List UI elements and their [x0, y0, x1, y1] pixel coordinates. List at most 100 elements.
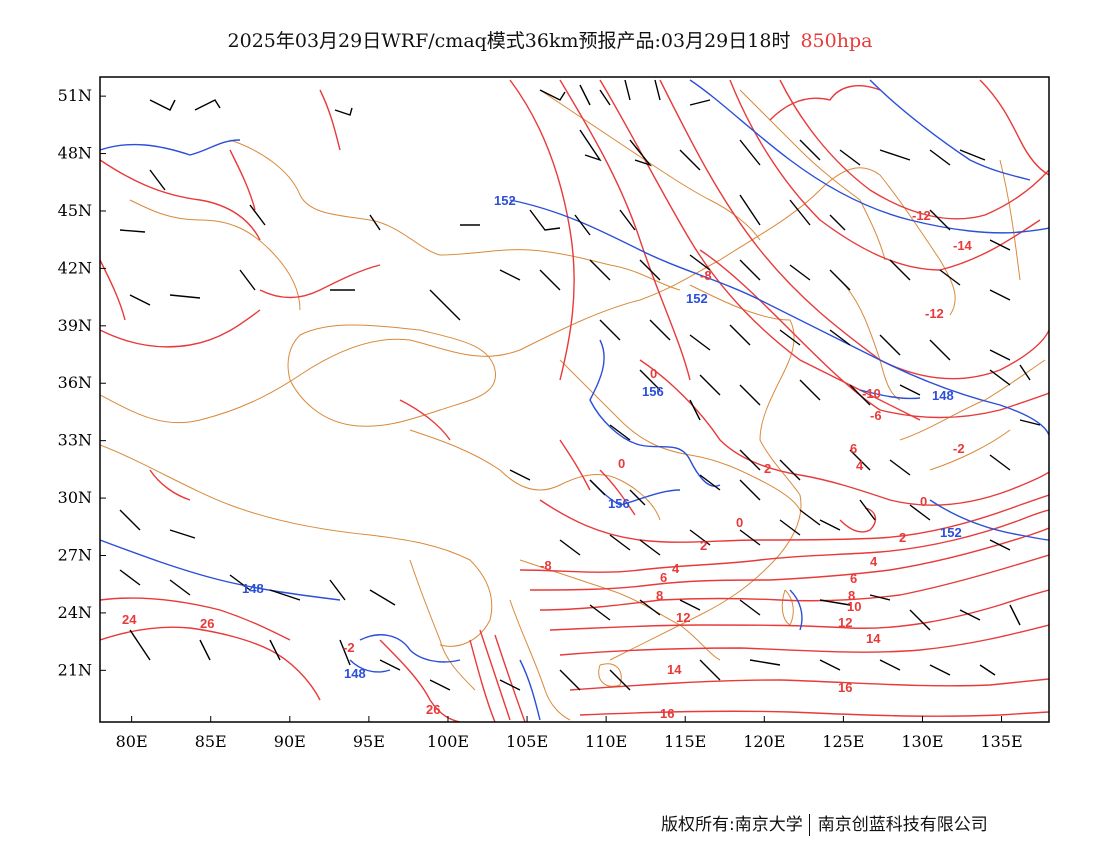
- temp-label: 0: [920, 494, 927, 509]
- china-border: [100, 167, 956, 424]
- central-provinces: [559, 359, 801, 511]
- copyright-text: 版权所有:南京大学: [661, 815, 803, 835]
- wind-barb: [119, 169, 480, 321]
- isotherm: [399, 399, 636, 516]
- x-tick-label: 95E: [353, 732, 385, 751]
- wind-barb: [579, 129, 986, 171]
- y-tick-label: 45N: [58, 201, 92, 220]
- isotherm: [509, 79, 575, 381]
- chart-title: 2025年03月29日WRF/cmaq模式36km预报产品:03月29日18时 8…: [0, 26, 1100, 53]
- height-label: 148: [344, 666, 366, 681]
- x-tick-label: 135E: [980, 732, 1022, 751]
- x-tick-label: 85E: [195, 732, 227, 751]
- temp-label: 4: [870, 554, 878, 569]
- temp-label: 24: [122, 612, 137, 627]
- height-contour: [349, 634, 461, 673]
- temp-label: -2: [953, 441, 965, 456]
- isotherm: [100, 159, 261, 241]
- isotherm: [259, 264, 381, 299]
- temp-label: 26: [200, 616, 214, 631]
- y-tick-label: 39N: [58, 316, 92, 335]
- y-tick-label: 30N: [58, 488, 92, 507]
- temp-label: 10: [847, 599, 861, 614]
- temp-label: -8: [700, 268, 712, 283]
- temp-label: 8: [656, 588, 663, 603]
- x-tick-label: 115E: [664, 732, 706, 751]
- japan: [899, 159, 1046, 471]
- temp-label: 16: [838, 680, 852, 695]
- west-china: [129, 199, 301, 311]
- china-border-north: [229, 139, 681, 291]
- height-contour: [100, 539, 341, 601]
- isotherm: [549, 589, 1049, 631]
- isotherm: [539, 494, 1049, 543]
- isotherm: [519, 509, 1049, 573]
- isotherm: [379, 639, 461, 722]
- temp-label: 0: [736, 515, 743, 530]
- wind-barb: [589, 254, 1011, 301]
- title-main: 2025年03月29日WRF/cmaq模式36km预报产品:03月29日18时: [227, 30, 791, 52]
- height-label: 148: [242, 581, 264, 596]
- wind-barb: [559, 659, 996, 691]
- isotherm: [559, 79, 691, 381]
- x-tick-label: 100E: [427, 732, 469, 751]
- height-contour: [509, 199, 1049, 436]
- y-tick-label: 36N: [58, 373, 92, 392]
- isotherm: [569, 678, 1049, 691]
- x-tick-label: 90E: [274, 732, 306, 751]
- footer: 版权所有:南京大学 南京创蓝科技有限公司: [661, 810, 988, 836]
- temp-label: -12: [925, 306, 944, 321]
- x-axis: 80E 85E 90E 95E 100E 105E 110E 115E 120E 125E 130E…: [116, 716, 1023, 751]
- height-label: 156: [642, 384, 664, 399]
- isotherm: [779, 79, 1049, 220]
- isotherm: [839, 507, 877, 533]
- isotherm: [229, 89, 341, 211]
- y-tick-label: 48N: [58, 144, 92, 163]
- yunnan: [409, 559, 476, 691]
- height-label: 152: [940, 525, 962, 540]
- temp-label: 12: [838, 615, 852, 630]
- korea: [839, 279, 901, 401]
- plot-frame: [99, 76, 1050, 723]
- temp-label: 2: [764, 461, 771, 476]
- height-contour: [100, 139, 241, 156]
- height-contour: [519, 589, 803, 721]
- wind-barb: [119, 509, 396, 606]
- y-tick-label: 21N: [58, 660, 92, 679]
- map-layers: -14 -12 -12 -10 -8 -6 -2 0 0 0 0 2 2 2 4…: [100, 79, 1049, 722]
- temp-label: 0: [618, 456, 625, 471]
- x-tick-label: 80E: [116, 732, 148, 751]
- temp-label: 4: [856, 458, 864, 473]
- wind-barb: [559, 519, 841, 556]
- temp-label: 2: [700, 538, 707, 553]
- x-tick-label: 105E: [506, 732, 548, 751]
- x-tick-label: 125E: [822, 732, 864, 751]
- height-contour: [929, 499, 1049, 541]
- temp-label: 4: [672, 561, 680, 576]
- temp-label: 8: [848, 588, 855, 603]
- y-tick-label: 51N: [58, 86, 92, 105]
- boundaries: [100, 89, 1046, 721]
- wind-barb: [589, 594, 1021, 631]
- isotherm: [529, 527, 1049, 591]
- geopotential-labels: 152 152 156 156 148 148 148 152: [242, 193, 962, 681]
- temp-label: -10: [862, 386, 881, 401]
- wind-barb: [509, 469, 1011, 551]
- isotherm: [729, 79, 1041, 271]
- isotherm: [100, 626, 321, 701]
- temp-label: 12: [676, 610, 690, 625]
- height-label: 156: [608, 496, 630, 511]
- isotherm: [100, 309, 261, 348]
- isotherm: [579, 710, 1049, 717]
- temp-label: 26: [426, 702, 440, 717]
- x-tick-label: 110E: [585, 732, 627, 751]
- taiwan: [781, 589, 794, 626]
- wind-barb: [609, 399, 1041, 481]
- temp-label: 0: [650, 366, 657, 381]
- isotherm: [639, 359, 1049, 506]
- temp-label: 14: [667, 662, 682, 677]
- east-coast: [609, 284, 802, 661]
- temp-label: 14: [866, 631, 881, 646]
- temp-label: 6: [850, 571, 857, 586]
